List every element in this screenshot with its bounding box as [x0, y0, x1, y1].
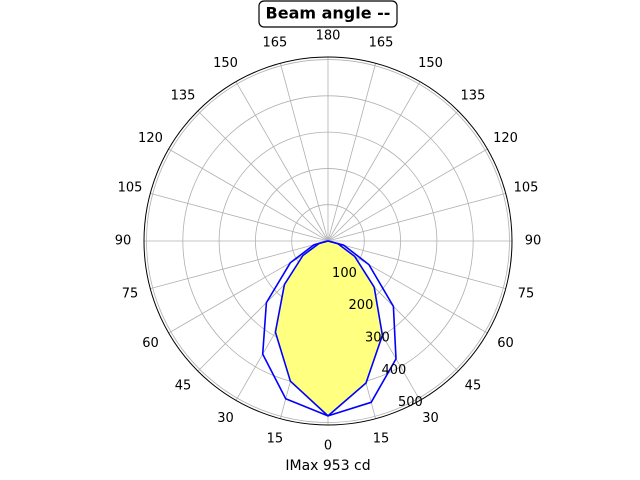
theta-tick-label: 120 [493, 131, 518, 146]
r-tick-label: 200 [349, 298, 374, 313]
grid-spoke [150, 192, 329, 242]
theta-tick-label: 165 [369, 35, 394, 50]
theta-tick-label: 15 [373, 432, 390, 447]
theta-tick-label: 105 [514, 180, 539, 195]
theta-tick-label: 90 [525, 234, 542, 249]
grid-spoke [327, 240, 506, 290]
theta-tick-label: 150 [418, 56, 443, 71]
outer-frame [143, 56, 513, 426]
grid-spoke [327, 148, 488, 242]
grid-spoke [197, 110, 329, 242]
theta-tick-label: 75 [122, 287, 139, 302]
theta-tick-label: 120 [138, 131, 163, 146]
grid-spoke [327, 63, 377, 242]
theta-tick-label: 45 [175, 378, 192, 393]
theta-tick-label: 150 [213, 56, 238, 71]
theta-tick-label: 135 [461, 89, 486, 104]
r-tick-label: 300 [365, 331, 390, 346]
x-axis-label: IMax 953 cd [285, 458, 370, 474]
theta-tick-label: 75 [518, 287, 535, 302]
theta-tick-label: 15 [267, 432, 284, 447]
grid-spoke [279, 63, 329, 242]
r-tick-label: 500 [398, 395, 423, 410]
theta-tick-label: 165 [263, 35, 288, 50]
chart-title: Beam angle -- [266, 4, 391, 23]
theta-tick-label: 135 [171, 89, 196, 104]
grid-spoke [327, 110, 459, 242]
theta-tick-label: 60 [142, 336, 159, 351]
grid-spoke [235, 81, 329, 242]
theta-tick-label: 30 [422, 411, 439, 426]
r-tick-label: 400 [381, 363, 406, 378]
theta-tick-label: 30 [217, 411, 234, 426]
theta-tick-label: 105 [118, 180, 143, 195]
theta-tick-label: 0 [324, 439, 332, 454]
curve-line [261, 240, 397, 417]
grid-spoke [150, 240, 329, 290]
grid-spoke [327, 192, 506, 242]
title-box [258, 0, 398, 28]
theta-tick-label: 180 [316, 29, 341, 44]
theta-tick-label: 90 [115, 234, 132, 249]
r-tick-label: 100 [332, 266, 357, 281]
grid-spoke [168, 148, 329, 242]
theta-tick-label: 45 [465, 378, 482, 393]
curve-fill [275, 241, 383, 416]
theta-tick-label: 60 [497, 336, 514, 351]
grid-spoke [327, 81, 421, 242]
